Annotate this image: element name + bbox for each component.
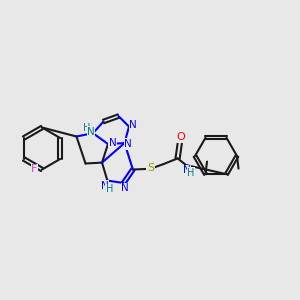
- Text: N: N: [109, 137, 116, 148]
- Text: F: F: [31, 164, 38, 175]
- Text: H: H: [187, 168, 194, 178]
- Text: N: N: [183, 165, 190, 176]
- Text: N: N: [87, 127, 95, 137]
- Text: H: H: [83, 123, 90, 133]
- Text: S: S: [147, 163, 154, 173]
- Text: H: H: [106, 184, 113, 194]
- Text: O: O: [177, 132, 186, 142]
- Text: N: N: [129, 120, 137, 130]
- Text: N: N: [121, 183, 129, 194]
- Text: N: N: [124, 139, 132, 149]
- Text: N: N: [101, 181, 109, 191]
